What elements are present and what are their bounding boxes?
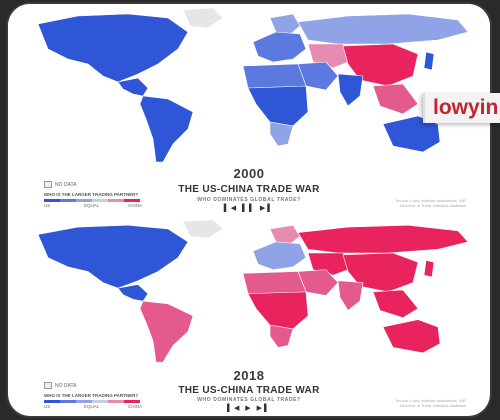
ramp-swatch — [44, 199, 60, 202]
legend-question: WHO IS THE LARGER TRADING PARTNER? — [44, 393, 139, 398]
region-india — [337, 280, 364, 311]
no-data-label: NO DATA — [55, 181, 77, 188]
region-india — [337, 73, 364, 107]
region-china — [342, 252, 419, 293]
no-data-key: NO DATA — [44, 382, 140, 389]
world-map-2000 — [8, 4, 490, 164]
legend-ramp — [44, 199, 140, 202]
legend: NO DATA WHO IS THE LARGER TRADING PARTNE… — [44, 382, 143, 410]
no-data-key: NO DATA — [44, 181, 140, 188]
year-label: 2000 — [233, 166, 265, 181]
region-southeast_asia — [372, 83, 419, 115]
legend-question: WHO IS THE LARGER TRADING PARTNER? — [44, 192, 139, 197]
legend-label-china: CHINA — [128, 404, 143, 409]
region-southern_africa — [269, 121, 294, 147]
source-line: Source: Lowy Institute calculations, IMF — [395, 198, 466, 203]
region-scandinavia — [269, 13, 301, 37]
ramp-swatch — [92, 199, 108, 202]
legend-label-equal: EQUAL — [84, 404, 100, 409]
region-south_america — [139, 300, 194, 363]
ramp-labels: US EQUAL CHINA — [44, 203, 143, 209]
ramp-swatch — [44, 400, 60, 403]
chart-title: THE US-CHINA TRADE WAR — [178, 385, 320, 396]
legend-ramp — [44, 400, 140, 403]
no-data-swatch — [44, 382, 52, 389]
region-central_asia — [307, 252, 354, 276]
lowy-institute-logo: lowyin — [423, 93, 500, 123]
world-map-2018 — [8, 216, 490, 364]
year-label: 2018 — [233, 368, 265, 383]
ramp-swatch — [124, 199, 140, 202]
region-north_america — [37, 13, 189, 83]
legend-label-china: CHINA — [128, 203, 143, 208]
ramp-swatch — [108, 199, 124, 202]
chart-subtitle: WHO DOMINATES GLOBAL TRADE? — [197, 397, 301, 403]
region-greenland — [182, 219, 224, 239]
region-south_america — [139, 95, 194, 163]
legend-label-us: US — [44, 404, 51, 409]
source-line: Direction of Trade Statistics database — [399, 403, 466, 408]
playback-controls[interactable]: ▌◀ ▶ ▶▌ — [227, 405, 271, 412]
region-europe — [252, 31, 307, 63]
map-panel-2000: 2000 THE US-CHINA TRADE WAR WHO DOMINATE… — [8, 4, 490, 214]
ramp-swatch — [76, 199, 92, 202]
region-australia — [382, 319, 441, 354]
source-note: Source: Lowy Institute calculations, IMF… — [396, 198, 466, 208]
chart-subtitle: WHO DOMINATES GLOBAL TRADE? — [197, 197, 301, 203]
video-frame: 2000 THE US-CHINA TRADE WAR WHO DOMINATE… — [8, 4, 490, 416]
region-southeast_asia — [372, 289, 419, 319]
region-greenland — [182, 7, 224, 29]
region-europe — [252, 241, 307, 270]
region-russia — [297, 224, 469, 254]
region-southern_africa — [269, 324, 294, 348]
ramp-labels: US EQUAL CHINA — [44, 404, 143, 410]
region-japan — [423, 260, 435, 278]
ramp-swatch — [60, 199, 76, 202]
no-data-swatch — [44, 181, 52, 188]
legend-label-equal: EQUAL — [84, 203, 100, 208]
source-line: Source: Lowy Institute calculations, IMF — [395, 398, 466, 403]
chart-title: THE US-CHINA TRADE WAR — [178, 184, 320, 195]
source-line: Direction of Trade Statistics database — [399, 203, 466, 208]
legend-label-us: US — [44, 203, 51, 208]
ramp-swatch — [92, 400, 108, 403]
ramp-swatch — [124, 400, 140, 403]
map-panel-2018: 2018 THE US-CHINA TRADE WAR WHO DOMINATE… — [8, 216, 490, 416]
ramp-swatch — [60, 400, 76, 403]
region-russia — [297, 13, 469, 45]
region-scandinavia — [269, 224, 301, 246]
region-central_asia — [307, 43, 354, 69]
legend: NO DATA WHO IS THE LARGER TRADING PARTNE… — [44, 181, 143, 209]
playback-controls[interactable]: ▌◀ ▌▌ ▶▌ — [223, 205, 275, 212]
region-north_america — [37, 224, 189, 289]
ramp-swatch — [76, 400, 92, 403]
source-note: Source: Lowy Institute calculations, IMF… — [396, 398, 466, 408]
no-data-label: NO DATA — [55, 382, 77, 389]
region-australia — [382, 115, 441, 153]
region-japan — [423, 51, 435, 71]
region-china — [342, 43, 419, 87]
ramp-swatch — [108, 400, 124, 403]
